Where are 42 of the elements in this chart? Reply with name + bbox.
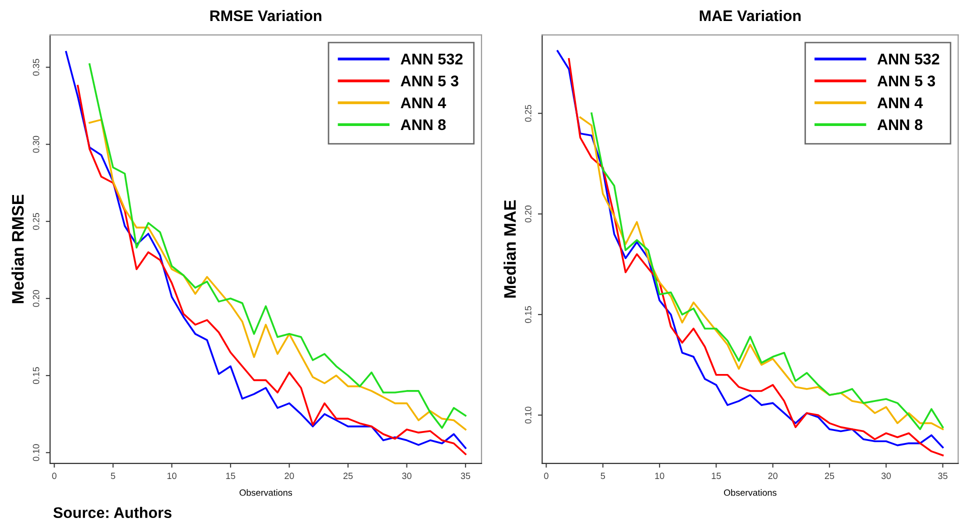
line-series: [88, 118, 466, 430]
legend-label: ANN 8: [877, 119, 922, 130]
x-tick-label: 10: [167, 472, 176, 480]
y-tick-label: 0.10: [32, 444, 40, 462]
x-tick-label: 5: [600, 472, 606, 480]
legend-label: ANN 8: [400, 119, 446, 130]
y-tick-label: 0.25: [524, 104, 532, 122]
x-tick-label: 30: [881, 472, 891, 480]
y-tick-label: 0.25: [32, 213, 40, 230]
x-tick-label: 10: [655, 472, 664, 480]
x-tick-label: 30: [402, 472, 412, 480]
legend-label: ANN 4: [877, 98, 923, 108]
legend-label: ANN 5 3: [877, 76, 936, 86]
x-axis-title: Observations: [724, 489, 776, 496]
legend-label: ANN 532: [400, 54, 463, 64]
y-tick-label: 0.15: [32, 367, 40, 384]
y-axis-title: Median RMSE: [12, 194, 24, 304]
chart-title: RMSE Variation: [210, 10, 322, 22]
x-tick-label: 25: [343, 472, 353, 480]
legend-label: ANN 4: [400, 98, 446, 108]
chart-title: MAE Variation: [700, 10, 801, 22]
x-axis-title: Observations: [240, 489, 292, 496]
y-tick-label: 0.10: [524, 406, 532, 424]
legend-label: ANN 532: [877, 54, 940, 64]
x-tick-label: 15: [226, 472, 236, 480]
x-tick-label: 35: [938, 472, 948, 480]
x-tick-label: 25: [824, 472, 834, 480]
y-tick-label: 0.30: [32, 136, 40, 153]
x-tick-label: 20: [284, 472, 294, 480]
y-tick-label: 0.20: [32, 290, 40, 307]
legend-label: ANN 5 3: [400, 76, 458, 86]
x-tick-label: 0: [544, 472, 548, 480]
x-tick-label: 5: [110, 472, 116, 480]
x-tick-label: 20: [768, 472, 778, 480]
x-tick-label: 35: [460, 472, 470, 480]
x-tick-label: 0: [52, 472, 56, 480]
x-tick-label: 15: [712, 472, 721, 480]
y-tick-label: 0.35: [32, 58, 40, 76]
y-axis-title: Median MAE: [504, 200, 516, 298]
y-tick-label: 0.20: [524, 206, 532, 222]
y-tick-label: 0.15: [524, 306, 532, 323]
source-note: Source: Authors: [53, 506, 172, 518]
